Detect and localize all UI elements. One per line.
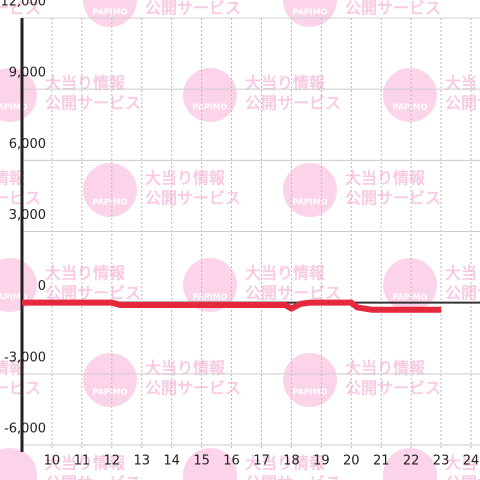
watermark-text: 公開サービス <box>245 94 341 113</box>
watermark-logo-text: PAPIMO <box>193 293 228 302</box>
x-tick-label: 13 <box>133 454 150 469</box>
watermark-text: 大当り情報 <box>45 74 126 93</box>
y-tick-label: 6,000 <box>9 137 46 152</box>
x-tick-label: 19 <box>313 454 330 469</box>
watermark-text: 公開サービス <box>145 379 241 398</box>
watermark-logo <box>283 353 337 407</box>
watermark-text: 公開サービス <box>445 284 480 303</box>
x-tick-label: 20 <box>343 454 360 469</box>
watermark-text: 大当り情報 <box>0 169 26 188</box>
watermark-text: 公開サービス <box>345 379 441 398</box>
watermark-text: 公開サービス <box>45 284 141 303</box>
watermark-logo <box>383 448 437 480</box>
watermark-logo <box>83 353 137 407</box>
watermark-text: 公開サービス <box>345 0 441 18</box>
watermark-text: 大当り情報 <box>245 74 326 93</box>
watermark-logo <box>183 258 237 312</box>
x-tick-label: 18 <box>283 454 300 469</box>
watermark-logo <box>183 448 237 480</box>
y-tick-label: 3,000 <box>9 208 46 223</box>
watermark-text: 公開サービス <box>245 284 341 303</box>
watermark-text: 公開サービス <box>345 189 441 208</box>
watermark-logo-text: PAPIMO <box>293 198 328 207</box>
watermark-logo-text: PAPIMO <box>293 8 328 17</box>
watermark-logo-text: PAPIMO <box>293 388 328 397</box>
watermark-text: 公開サービス <box>145 189 241 208</box>
x-tick-label: 22 <box>403 454 420 469</box>
x-tick-label: 17 <box>253 454 270 469</box>
x-tick-label: 21 <box>373 454 390 469</box>
x-tick-label: 12 <box>104 454 121 469</box>
watermark-logo <box>283 0 337 27</box>
x-tick-label: 10 <box>44 454 61 469</box>
watermark-logo-text: PAPIMO <box>93 8 128 17</box>
x-tick-label: 15 <box>193 454 210 469</box>
watermark-text: 公開サービス <box>145 0 241 18</box>
watermark-logo <box>83 0 137 27</box>
x-tick-label: 23 <box>433 454 450 469</box>
watermark-logo <box>83 163 137 217</box>
watermark-logo <box>283 163 337 217</box>
watermark-text: 大当り情報 <box>0 359 26 378</box>
watermark-logo-text: PAPIMO <box>93 198 128 207</box>
data-line <box>22 299 442 313</box>
x-tick-label: 14 <box>163 454 180 469</box>
watermark-logo-text: PAPIMO <box>193 103 228 112</box>
watermark-text: 公開サービス <box>445 474 480 480</box>
watermark-text: 公開サービス <box>45 474 141 480</box>
watermark-logo-text: PAPIMO <box>0 103 28 112</box>
watermark-logo-text: PAPIMO <box>0 293 28 302</box>
watermark-text: 大当り情報 <box>245 264 326 283</box>
watermark-text: 大当り情報 <box>145 169 226 188</box>
watermark-logo-text: PAPIMO <box>93 388 128 397</box>
y-tick-label: -6,000 <box>4 422 46 437</box>
x-tick-label: 24 <box>463 454 480 469</box>
watermark-text: 大当り情報 <box>345 359 426 378</box>
watermark-text: 大当り情報 <box>45 454 126 473</box>
y-tick-label: 0 <box>38 279 46 294</box>
x-tick-label: 16 <box>223 454 240 469</box>
watermark-text: 公開サービス <box>245 474 341 480</box>
watermark-text: 大当り情報 <box>45 264 126 283</box>
y-tick-label: 12,000 <box>1 0 47 10</box>
watermark-text: 大当り情報 <box>445 454 480 473</box>
y-tick-label: -3,000 <box>4 350 46 365</box>
watermark-text: 大当り情報 <box>345 169 426 188</box>
watermark-text: 大当り情報 <box>245 454 326 473</box>
watermark-logo <box>183 68 237 122</box>
watermark-logo <box>383 258 437 312</box>
watermark-text: 公開サービス <box>0 0 41 18</box>
watermark-text: 大当り情報 <box>445 264 480 283</box>
y-tick-label: 9,000 <box>9 66 46 81</box>
watermark-logo <box>0 258 37 312</box>
watermark-logo <box>383 68 437 122</box>
x-tick-label: 11 <box>74 454 91 469</box>
watermark-logo-text: PAPIMO <box>393 293 428 302</box>
watermark-logo-text: PAPIMO <box>393 103 428 112</box>
watermark-text: 公開サービス <box>445 94 480 113</box>
watermark-logo <box>0 448 37 480</box>
watermark-text: 大当り情報 <box>145 359 226 378</box>
watermark-text: 公開サービス <box>45 94 141 113</box>
watermark-logo <box>0 68 37 122</box>
